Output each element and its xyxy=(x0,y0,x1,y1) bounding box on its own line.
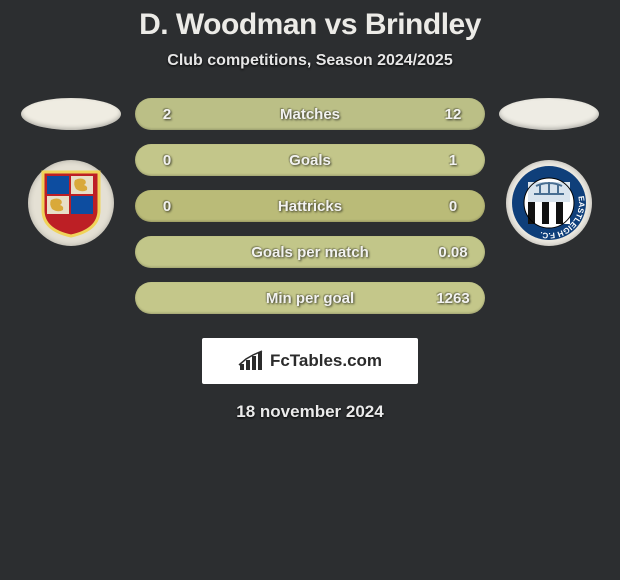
stat-left-value: 2 xyxy=(149,106,185,123)
comparison-content: 2 Matches 12 0 Goals 1 0 Hattricks 0 Goa… xyxy=(0,98,620,314)
footer: FcTables.com 18 november 2024 xyxy=(0,338,620,422)
bar-chart-icon xyxy=(238,350,264,372)
brand-banner[interactable]: FcTables.com xyxy=(202,338,418,384)
stat-row: 0 Goals 1 xyxy=(135,144,485,176)
stat-right-value: 0.08 xyxy=(435,244,471,261)
stat-row: 2 Matches 12 xyxy=(135,98,485,130)
stat-row: 0 Hattricks 0 xyxy=(135,190,485,222)
stat-left-value: 0 xyxy=(149,152,185,169)
stat-label: Goals xyxy=(185,152,435,169)
stat-right-value: 12 xyxy=(435,106,471,123)
subtitle: Club competitions, Season 2024/2025 xyxy=(0,52,620,70)
stat-right-value: 1 xyxy=(435,152,471,169)
stat-label: Min per goal xyxy=(185,290,435,307)
stat-label: Goals per match xyxy=(185,244,435,261)
stats-list: 2 Matches 12 0 Goals 1 0 Hattricks 0 Goa… xyxy=(135,98,485,314)
brand-label: FcTables.com xyxy=(270,351,382,371)
stat-label: Matches xyxy=(185,106,435,123)
stat-row: Min per goal 1263 xyxy=(135,282,485,314)
stat-label: Hattricks xyxy=(185,198,435,215)
right-country-oval xyxy=(499,98,599,130)
left-country-oval xyxy=(21,98,121,130)
left-side xyxy=(19,98,123,246)
stat-right-value: 1263 xyxy=(435,290,471,307)
right-crest-icon: EASTLEIGH F.C. xyxy=(510,164,588,242)
left-crest-icon xyxy=(39,168,103,238)
left-club-badge xyxy=(28,160,114,246)
page-title: D. Woodman vs Brindley xyxy=(0,8,620,42)
right-side: EASTLEIGH F.C. xyxy=(497,98,601,246)
date-label: 18 november 2024 xyxy=(236,402,383,422)
right-club-badge: EASTLEIGH F.C. xyxy=(506,160,592,246)
stat-right-value: 0 xyxy=(435,198,471,215)
stat-left-value: 0 xyxy=(149,198,185,215)
stat-row: Goals per match 0.08 xyxy=(135,236,485,268)
